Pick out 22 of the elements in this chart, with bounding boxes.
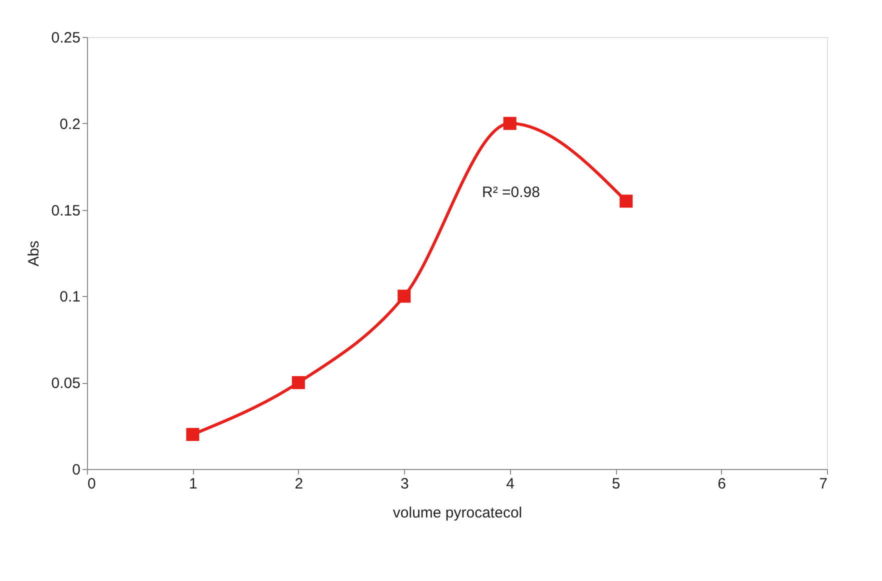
x-tick-label: 0 [88, 476, 96, 492]
x-tick-label: 2 [294, 476, 304, 492]
x-tick-label: 6 [718, 476, 726, 492]
y-axis-title: Abs [25, 240, 42, 266]
y-tick-label: 0 [72, 462, 80, 478]
point [620, 194, 633, 208]
x-axis-title: volume pyrocatecol [392, 504, 522, 522]
x-tick-label: 7 [819, 476, 828, 492]
y-tick-label: 0.05 [51, 375, 80, 392]
annotation: R² =0.98 [482, 184, 540, 201]
point [292, 376, 305, 390]
x-tick-label: 3 [400, 476, 409, 492]
y-tick-label: 0.2 [60, 116, 80, 133]
y-tick-label: 0.15 [51, 202, 80, 220]
point [398, 290, 411, 303]
point [503, 116, 516, 130]
x-tick-label: 1 [189, 476, 198, 492]
x-tick-label: 4 [506, 476, 515, 492]
y-tick-label: 0.1 [60, 288, 80, 306]
x-tick-label: 5 [612, 476, 620, 492]
y-tick-label: 0.25 [51, 30, 80, 46]
point [186, 428, 200, 441]
